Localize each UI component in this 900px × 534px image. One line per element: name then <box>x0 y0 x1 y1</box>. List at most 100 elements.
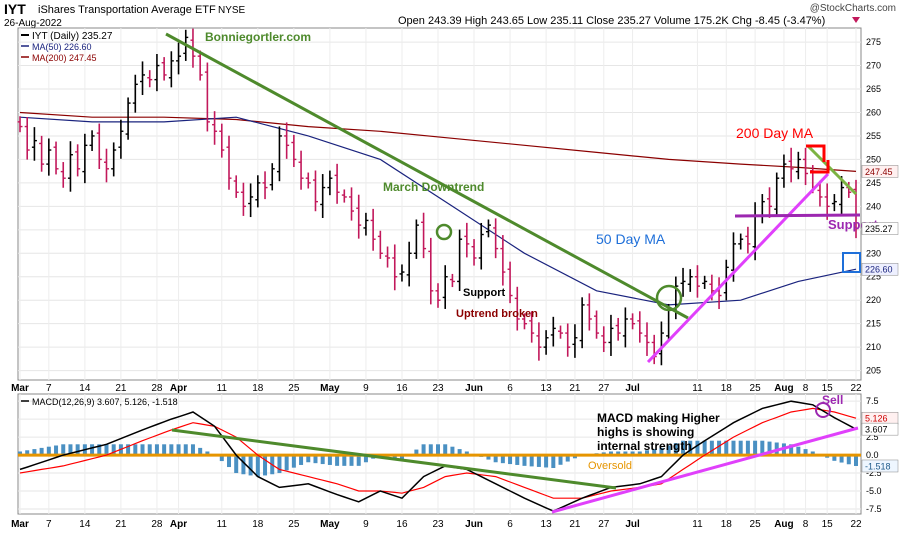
macd-histogram-bar <box>637 451 642 456</box>
macd-histogram-bar <box>832 455 837 461</box>
price-x-tick: Apr <box>170 383 187 394</box>
macd-histogram-bar <box>162 444 167 456</box>
price-bar <box>550 316 556 347</box>
macd-value-tag: 3.607 <box>861 422 899 436</box>
macd-x-tick: 18 <box>721 519 733 530</box>
macd-histogram-bar <box>32 449 37 456</box>
price-bar <box>385 246 391 268</box>
macd-x-tick: Jul <box>625 519 640 530</box>
macd-histogram-bar <box>299 455 304 465</box>
march-downtrend-line <box>165 32 689 320</box>
quote-bar: Open 243.39 High 243.65 Low 235.11 Close… <box>398 15 825 27</box>
macd-histogram-bar <box>745 440 750 456</box>
breakdown-marker <box>810 160 830 174</box>
price-bar <box>413 219 419 259</box>
price-bar <box>680 267 686 297</box>
histogram-value-tag: -1.518 <box>861 459 899 473</box>
macd-y-tick: 7.5 <box>866 396 879 406</box>
svg-text:247.45: 247.45 <box>865 167 893 177</box>
macd-y-tick: 0.0 <box>866 450 879 460</box>
price-bar <box>601 326 607 353</box>
price-x-tick: 8 <box>803 383 809 394</box>
price-bar <box>543 330 549 355</box>
macd-histogram-bar <box>335 455 340 466</box>
price-bar <box>154 54 160 92</box>
macd-histogram-bar <box>464 451 469 456</box>
price-y-tick: 265 <box>866 84 881 94</box>
price-bar <box>464 222 470 258</box>
macd-signal-line <box>19 407 857 499</box>
macd-y-tick: -2.5 <box>866 468 882 478</box>
price-x-tick: 25 <box>288 383 300 394</box>
macd-x-tick: 16 <box>396 519 408 530</box>
price-bar <box>608 314 614 356</box>
price-x-tick: 21 <box>115 383 127 394</box>
macd-x-tick: 25 <box>750 519 762 530</box>
macd-histogram-bar <box>702 440 707 456</box>
price-x-tick: 11 <box>217 383 228 394</box>
macd-histogram-bar <box>486 455 491 460</box>
macd-y-tick: 2.5 <box>866 432 879 442</box>
macd-histogram-bar <box>565 455 570 462</box>
macd-histogram-bar <box>219 455 224 462</box>
price-bar <box>356 194 362 239</box>
macd-histogram-bar <box>61 444 66 456</box>
macd-histogram-bar <box>277 455 282 474</box>
uptrend-broken-annotation: Uptrend broken <box>456 308 538 320</box>
price-x-tick: 23 <box>432 383 444 394</box>
macd-histogram-bar <box>443 444 448 456</box>
macd-note-line-2: highs is showing <box>597 425 694 439</box>
sell-circle <box>815 402 831 418</box>
price-bar <box>53 141 59 175</box>
macd-histogram-bar <box>392 455 397 459</box>
macd-histogram-bar <box>39 447 44 456</box>
price-bar <box>75 144 81 177</box>
macd-histogram-bar <box>529 455 534 467</box>
price-bar <box>781 154 787 188</box>
macd-histogram-bar <box>608 451 613 456</box>
macd-note-line-3: internal strength <box>597 439 692 453</box>
macd-histogram-bar <box>731 440 736 456</box>
close-value-tag: 235.27 <box>861 222 899 235</box>
macd-histogram-bar <box>399 455 404 461</box>
macd-histogram-bar <box>154 444 159 456</box>
macd-histogram-bar <box>493 455 498 463</box>
price-x-tick: 22 <box>850 383 862 394</box>
macd-note-line-1: MACD making Higher <box>597 411 720 425</box>
price-bar <box>565 323 571 357</box>
down-arrow-icon <box>852 17 860 23</box>
macd-downtrend-line <box>171 428 617 490</box>
price-y-tick: 245 <box>866 178 881 188</box>
breakout-circle <box>655 284 683 312</box>
macd-x-tick: 23 <box>432 519 444 530</box>
price-y-tick: 230 <box>866 248 881 258</box>
price-bar <box>507 261 513 304</box>
macd-x-tick: 25 <box>288 519 300 530</box>
chart-date: 26-Aug-2022 <box>4 18 62 29</box>
macd-histogram-bar <box>306 455 311 463</box>
macd-x-tick: 21 <box>115 519 127 530</box>
macd-x-tick: 22 <box>850 519 862 530</box>
macd-uptrend-line <box>551 426 859 514</box>
price-x-tick: May <box>320 383 340 394</box>
macd-histogram-bar <box>623 451 628 456</box>
price-x-tick: Jun <box>465 383 483 394</box>
macd-histogram-bar <box>90 444 95 456</box>
price-bar <box>558 325 564 339</box>
macd-histogram-bar <box>140 444 145 456</box>
macd-histogram-bar <box>645 450 649 456</box>
svg-text:5.126: 5.126 <box>865 414 888 424</box>
macd-histogram-bar <box>227 455 231 468</box>
price-bar <box>594 310 600 339</box>
price-bar <box>226 135 232 190</box>
price-bar <box>147 70 153 88</box>
price-bar <box>853 179 859 239</box>
price-legend: IYT (Daily) 235.27 <box>32 31 113 42</box>
price-bar <box>644 322 650 356</box>
price-y-tick: 225 <box>866 272 881 282</box>
price-bar <box>341 189 347 203</box>
price-bar <box>529 311 535 343</box>
price-bar <box>312 170 318 212</box>
price-y-tick: 205 <box>866 366 881 376</box>
